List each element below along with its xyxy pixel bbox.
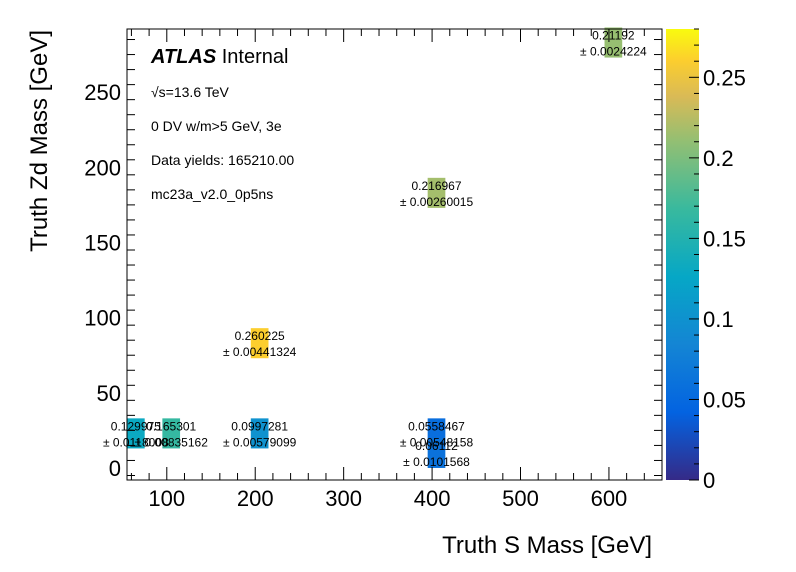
heatmap-cell bbox=[427, 177, 446, 208]
colorbar-tick-label: 0.2 bbox=[703, 146, 734, 171]
cell-error-label: ± 0.00835162 bbox=[135, 435, 209, 449]
yields-label: Data yields: 165210.00 bbox=[151, 152, 294, 168]
x-tick-label: 100 bbox=[148, 486, 185, 511]
x-tick-label: 500 bbox=[502, 486, 539, 511]
cell-error-label: ± 0.0101568 bbox=[403, 455, 470, 469]
x-axis-title: Truth S Mass [GeV] bbox=[442, 532, 652, 559]
cell-error-label: ± 0.00260015 bbox=[400, 195, 474, 209]
sample-label: mc23a_v2.0_0p5ns bbox=[151, 186, 273, 202]
x-tick-label: 200 bbox=[237, 486, 274, 511]
cell-value-label: 0.129975 bbox=[111, 419, 161, 433]
x-tick-label: 300 bbox=[325, 486, 362, 511]
y-axis-title: Truth Zd Mass [GeV] bbox=[26, 30, 53, 252]
heatmap-cell bbox=[127, 418, 145, 449]
y-tick-label: 250 bbox=[84, 80, 121, 105]
cell-value-label: 0.260225 bbox=[235, 329, 285, 343]
heatmap-cell bbox=[250, 418, 269, 449]
axes-layer: 100 200 300 400 500 600 0 50 100 150 200 250 bbox=[84, 29, 663, 511]
plot-frame bbox=[126, 28, 663, 481]
atlas-experiment: ATLAS bbox=[150, 46, 217, 68]
colorbar bbox=[666, 29, 699, 480]
y-tick-label: 200 bbox=[84, 155, 121, 180]
x-tick-label: 400 bbox=[414, 486, 451, 511]
colorbar-tick-label: 0 bbox=[703, 468, 715, 493]
svg-text:ATLAS Internal: ATLAS Internal bbox=[150, 46, 288, 68]
cell-error-label: ± 0.00441324 bbox=[223, 345, 297, 359]
y-tick-label: 50 bbox=[97, 381, 121, 406]
colorbar-axis: 0 0.05 0.1 0.15 0.2 0.25 bbox=[689, 28, 746, 493]
colorbar-tick-label: 0.05 bbox=[703, 387, 746, 412]
cell-value-label: 0.0997281 bbox=[231, 419, 288, 433]
y-tick-label: 100 bbox=[84, 306, 121, 331]
atlas-label: ATLAS Internal √s=13.6 TeV 0 DV w/m>5 Ge… bbox=[150, 46, 294, 202]
cell-value-label: 0.06112 bbox=[415, 439, 458, 453]
selection-label: 0 DV w/m>5 GeV, 3e bbox=[151, 118, 282, 134]
colorbar-tick-label: 0.15 bbox=[703, 226, 746, 251]
energy-label: √s=13.6 TeV bbox=[151, 84, 230, 100]
cell-error-label: ± 0.0024224 bbox=[580, 45, 647, 59]
y-tick-label: 150 bbox=[84, 230, 121, 255]
heatmap-cell bbox=[250, 328, 269, 359]
cell-value-label: 0.165301 bbox=[146, 419, 196, 433]
heatmap-cell bbox=[427, 437, 446, 468]
cell-labels-layer: 0.129975 ± 0.0118008 0.165301 ± 0.00835162 0… bbox=[103, 29, 647, 469]
cell-value-label: 0.21192 bbox=[592, 29, 635, 43]
x-tick-label: 600 bbox=[591, 486, 628, 511]
cell-error-label: ± 0.00579099 bbox=[223, 435, 297, 449]
y-tick-label: 0 bbox=[109, 456, 121, 481]
colorbar-tick-label: 0.25 bbox=[703, 65, 746, 90]
cell-value-label: 0.0558467 bbox=[408, 419, 465, 433]
cells-layer bbox=[127, 27, 623, 468]
colorbar-tick-label: 0.1 bbox=[703, 307, 734, 332]
atlas-status: Internal bbox=[222, 46, 289, 68]
cell-error-label: ± 0.00548158 bbox=[400, 435, 474, 449]
cell-error-label: ± 0.0118008 bbox=[103, 435, 169, 449]
cell-value-label: 0.216967 bbox=[411, 179, 461, 193]
heatmap-cell bbox=[162, 418, 181, 449]
